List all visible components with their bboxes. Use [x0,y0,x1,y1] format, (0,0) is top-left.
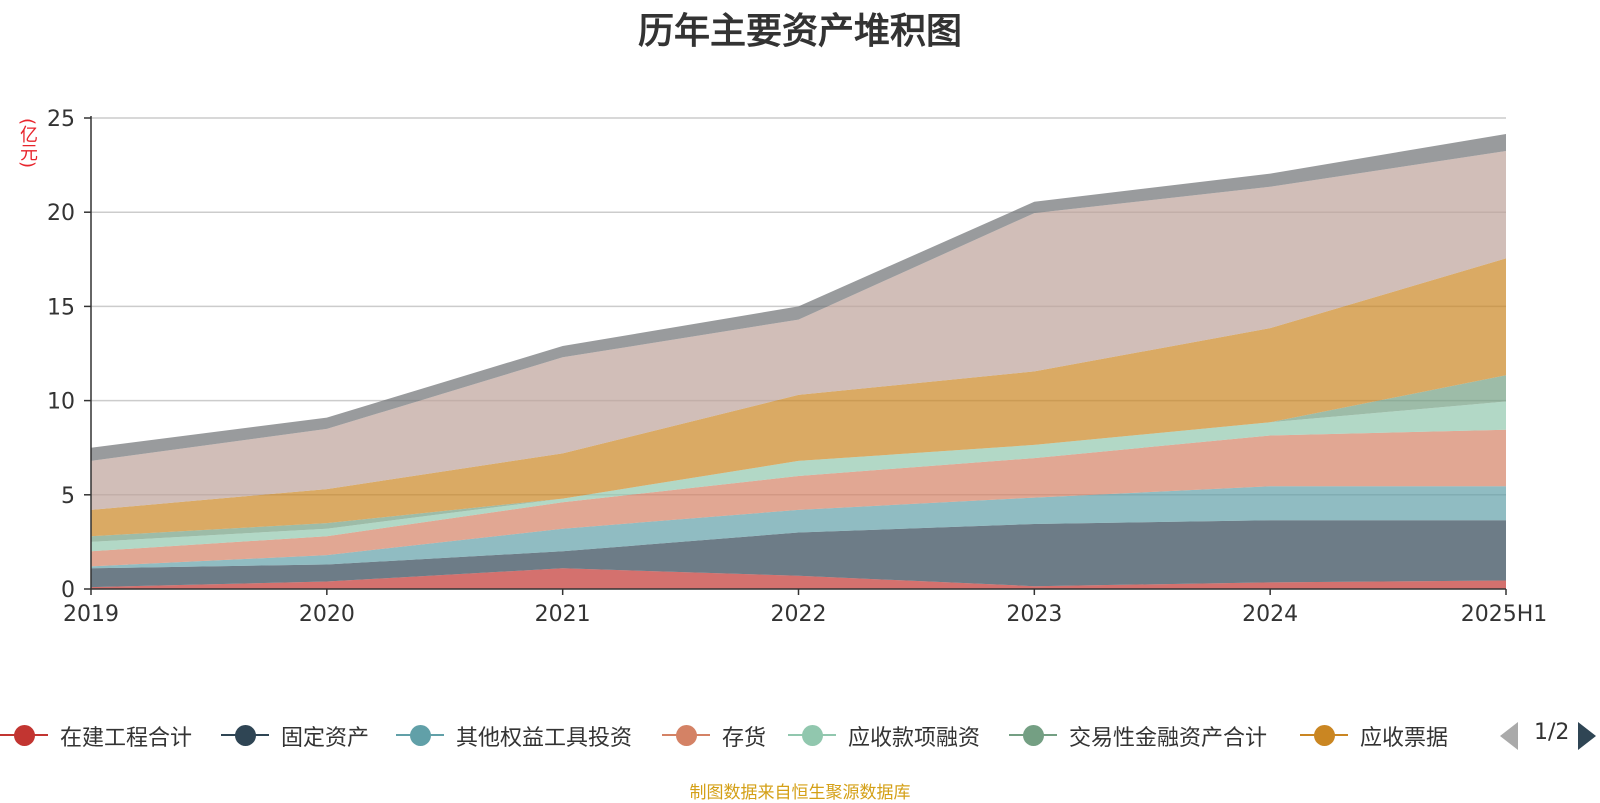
legend-label: 其他权益工具投资 [456,726,633,751]
x-tick-label: 2020 [299,602,355,627]
area-series-6[interactable] [91,258,1506,537]
legend-label: 在建工程合计 [60,726,193,751]
source-note: 制图数据来自恒生聚源数据库 [689,783,911,803]
x-tick-labels: 2019 2020 2021 2022 2023 2024 2025H1 [63,602,1547,627]
legend-next-page-icon[interactable] [1578,722,1596,750]
legend-marker-icon [235,725,256,746]
y-tick-label: 20 [47,201,75,226]
x-tick-label: 2023 [1006,602,1062,627]
x-tick-label: 2021 [535,602,591,627]
legend-pager: 1/2 [1500,716,1600,756]
legend-marker-icon [410,725,431,746]
y-tick-label: 25 [47,107,75,132]
legend-label: 存货 [722,726,767,751]
legend-prev-page-icon[interactable] [1500,722,1518,750]
area-series-unnamed-8[interactable] [91,134,1506,461]
legend-label: 交易性金融资产合计 [1069,726,1268,751]
area-series-2[interactable] [91,486,1506,569]
y-tick-label: 15 [47,295,75,320]
legend-label: 应收款项融资 [848,726,981,751]
chart-title: 历年主要资产堆积图 [637,11,962,52]
area-series-unnamed-7[interactable] [91,151,1506,510]
x-tick-label: 2019 [63,602,119,627]
legend-marker-icon [676,725,697,746]
area-series-4[interactable] [91,401,1506,552]
y-tick-labels: 0 5 10 15 20 25 [47,107,75,603]
x-tick-label: 2022 [771,602,827,627]
legend-marker-icon [802,725,823,746]
area-series-3[interactable] [91,429,1506,567]
y-axis-unit-label: (亿元) [17,118,38,169]
legend-marker-icon [1314,725,1335,746]
legend-label: 固定资产 [281,726,370,751]
area-series-0[interactable] [91,568,1506,589]
legend-marker-icon [14,725,35,746]
x-tick-label: 2025H1 [1461,602,1548,627]
legend-marker-icon [1023,725,1044,746]
y-tick-label: 10 [47,390,75,415]
y-tick-label: 5 [61,484,75,509]
legend-label: 应收票据 [1360,726,1449,751]
area-series-1[interactable] [91,520,1506,588]
x-tick-label: 2024 [1242,602,1298,627]
area-series [91,134,1506,589]
legend: 在建工程合计 固定资产 其他权益工具投资 存货 应收款项融资 交易性金融资产合计 应收票据 [0,715,1600,755]
y-tick-label: 0 [61,578,75,603]
legend-page-indicator: 1/2 [1534,720,1570,745]
axes [84,116,1507,595]
